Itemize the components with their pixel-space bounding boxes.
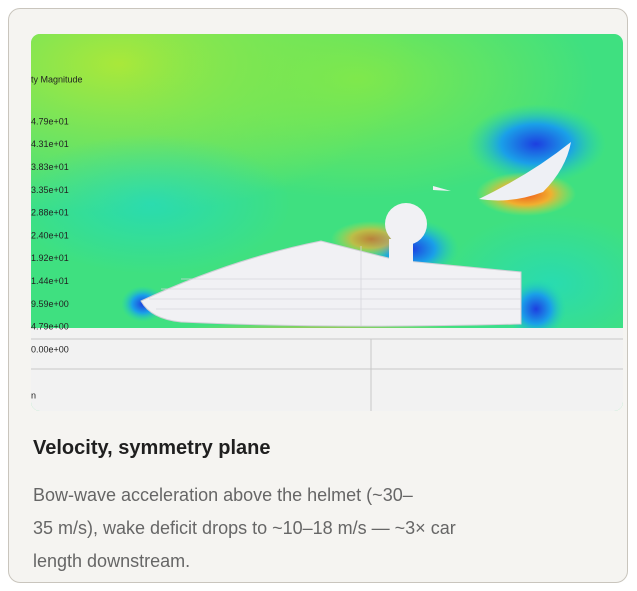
legend-label: 3.35e+01 <box>31 185 69 195</box>
legend-label: 1.44e+01 <box>31 276 69 286</box>
legend-label: 9.59e+00 <box>31 299 69 309</box>
legend-label: 3.83e+01 <box>31 162 69 172</box>
legend-label: 0.00e+00 <box>31 344 69 354</box>
legend-label: 4.79e+00 <box>31 322 69 332</box>
legend-label: 1.92e+01 <box>31 253 69 263</box>
legend-label: 2.88e+01 <box>31 208 69 218</box>
color-legend: ty Magnitude 4.79e+01 4.31e+01 3.83e+01 3.3… <box>31 74 83 354</box>
legend-label: 4.79e+01 <box>31 116 69 126</box>
simulation-image: ty Magnitude 4.79e+01 4.31e+01 3.83e+01 3.3… <box>31 34 623 411</box>
legend-label: 2.40e+01 <box>31 230 69 240</box>
flow-field <box>31 34 623 411</box>
caption-title: Velocity, symmetry plane <box>33 437 271 459</box>
caption-body: Bow-wave acceleration above the helmet (… <box>33 479 456 578</box>
caption-line: 35 m/s), wake deficit drops to ~10–18 m/… <box>33 518 456 538</box>
caption-line: length downstream. <box>33 551 191 571</box>
card: ty Magnitude 4.79e+01 4.31e+01 3.83e+01 3.3… <box>8 8 628 583</box>
legend-label: 4.31e+01 <box>31 139 69 149</box>
legend-title: ty Magnitude <box>31 74 83 84</box>
caption-line: Bow-wave acceleration above the helmet (… <box>33 485 413 505</box>
footer-text: n <box>31 390 36 400</box>
